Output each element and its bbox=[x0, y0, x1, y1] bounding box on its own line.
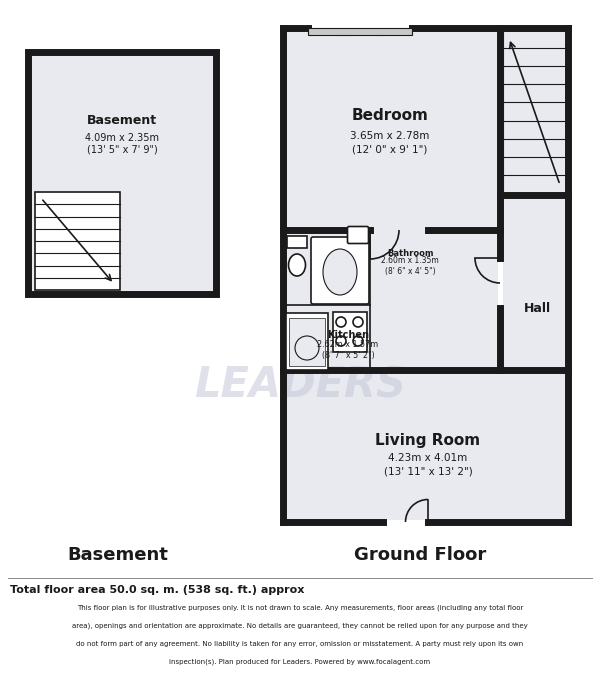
Text: Living Room: Living Room bbox=[376, 432, 481, 448]
Bar bbox=[286, 228, 497, 367]
Bar bbox=[503, 197, 566, 367]
Bar bbox=[308, 28, 412, 35]
Text: LEADERS: LEADERS bbox=[194, 364, 406, 406]
Text: Hall: Hall bbox=[523, 302, 551, 314]
Text: This floor plan is for illustrative purposes only. It is not drawn to scale. Any: This floor plan is for illustrative purp… bbox=[77, 605, 523, 611]
Text: Kitchen: Kitchen bbox=[327, 330, 369, 340]
Bar bbox=[286, 372, 566, 520]
Text: Bedroom: Bedroom bbox=[352, 107, 428, 122]
Bar bbox=[286, 30, 497, 228]
Text: inspection(s). Plan produced for Leaders. Powered by www.focalagent.com: inspection(s). Plan produced for Leaders… bbox=[169, 659, 431, 665]
Text: 4.23m x 4.01m
(13' 11" x 13' 2"): 4.23m x 4.01m (13' 11" x 13' 2") bbox=[383, 453, 472, 477]
Bar bbox=[333, 312, 367, 352]
Text: Ground Floor: Ground Floor bbox=[354, 546, 486, 564]
Bar bbox=[503, 30, 566, 192]
Bar bbox=[35, 192, 120, 290]
Text: area), openings and orientation are approximate. No details are guaranteed, they: area), openings and orientation are appr… bbox=[72, 623, 528, 629]
FancyBboxPatch shape bbox=[311, 237, 369, 304]
Text: 4.09m x 2.35m
(13' 5" x 7' 9"): 4.09m x 2.35m (13' 5" x 7' 9") bbox=[85, 133, 159, 155]
Text: Bathroom: Bathroom bbox=[387, 248, 433, 257]
Ellipse shape bbox=[323, 249, 357, 295]
Text: 2.60m x 1.35m
(8' 6" x 4' 5"): 2.60m x 1.35m (8' 6" x 4' 5") bbox=[381, 255, 439, 276]
FancyBboxPatch shape bbox=[347, 226, 368, 244]
Text: Basement: Basement bbox=[87, 113, 157, 127]
Bar bbox=[286, 313, 328, 370]
Text: do not form part of any agreement. No liability is taken for any error, omission: do not form part of any agreement. No li… bbox=[76, 641, 524, 647]
Bar bbox=[31, 55, 214, 291]
Ellipse shape bbox=[289, 254, 305, 276]
Text: 3.65m x 2.78m
(12' 0" x 9' 1"): 3.65m x 2.78m (12' 0" x 9' 1") bbox=[350, 131, 430, 155]
Bar bbox=[287, 236, 307, 248]
Text: 2.62m x 1.57m
(8' 7" x 5' 2"): 2.62m x 1.57m (8' 7" x 5' 2") bbox=[317, 340, 379, 361]
Text: Basement: Basement bbox=[68, 546, 169, 564]
Text: Total floor area 50.0 sq. m. (538 sq. ft.) approx: Total floor area 50.0 sq. m. (538 sq. ft… bbox=[10, 585, 304, 595]
Bar bbox=[28, 52, 216, 294]
Bar bbox=[289, 318, 325, 366]
